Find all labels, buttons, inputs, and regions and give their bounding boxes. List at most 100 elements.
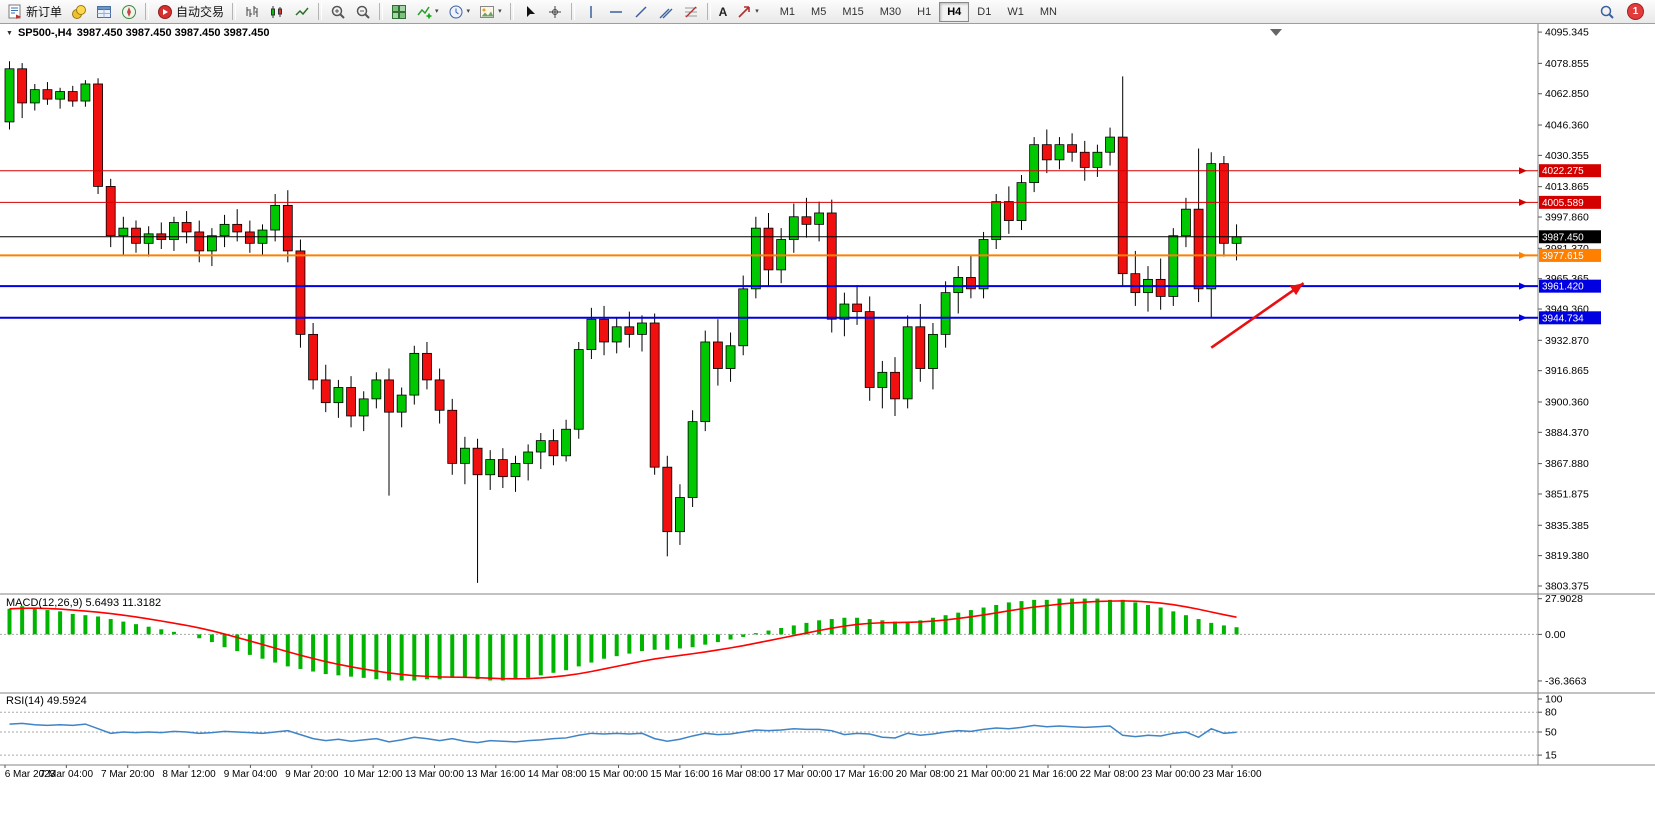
svg-text:7 Mar 20:00: 7 Mar 20:00 <box>101 769 155 780</box>
clock-icon <box>449 5 463 18</box>
tile-windows-button[interactable] <box>387 1 411 22</box>
dropdown-caret-icon: ▾ <box>498 8 502 15</box>
new-order-icon <box>8 4 21 19</box>
timeframe-h4-button[interactable]: H4 <box>939 1 970 22</box>
toolbar-separator <box>570 3 575 20</box>
vertical-line-icon <box>589 5 592 18</box>
toolbar-separator <box>318 3 323 20</box>
auto-trading-label: 自动交易 <box>176 5 225 19</box>
svg-text:0.00: 0.00 <box>1545 629 1566 641</box>
new-order-button[interactable]: 新订单 <box>3 1 66 22</box>
svg-text:4022.275: 4022.275 <box>1542 166 1584 177</box>
macd-pane <box>0 598 1538 681</box>
svg-text:3867.880: 3867.880 <box>1545 458 1589 470</box>
timeframe-d1-button[interactable]: D1 <box>969 2 999 22</box>
annotations <box>1210 29 1305 349</box>
svg-text:23 Mar 00:00: 23 Mar 00:00 <box>1141 769 1200 780</box>
indicators-icon <box>417 6 432 18</box>
candlestick-mode-button[interactable] <box>265 1 289 22</box>
timeframe-m5-button[interactable]: M5 <box>803 2 834 22</box>
market-watch-button[interactable] <box>67 1 91 22</box>
svg-text:8 Mar 12:00: 8 Mar 12:00 <box>162 769 216 780</box>
search-icon <box>1600 5 1614 19</box>
periods-dropdown-button[interactable]: ▾ <box>444 1 475 22</box>
svg-text:80: 80 <box>1545 707 1557 719</box>
line-chart-icon <box>295 7 309 16</box>
notification-badge[interactable]: 1 <box>1627 3 1644 20</box>
crosshair-tool-button[interactable] <box>543 1 567 22</box>
arrows-tool-dropdown-button[interactable]: ▾ <box>732 1 763 22</box>
svg-text:4062.850: 4062.850 <box>1545 88 1589 100</box>
zoom-out-icon <box>356 5 370 19</box>
cursor-tool-button[interactable] <box>518 1 542 22</box>
timeframe-toolbar: M1 M5 M15 M30 H1 H4 D1 W1 MN <box>772 1 1065 22</box>
zoom-in-icon <box>331 5 345 19</box>
toolbar-separator <box>232 3 237 20</box>
svg-text:4005.589: 4005.589 <box>1542 198 1584 209</box>
candles-layer <box>4 61 1242 583</box>
toolbar-right-group: 1 <box>1595 1 1652 22</box>
templates-dropdown-button[interactable]: ▾ <box>475 1 506 22</box>
chart-title: ▼ SP500-,H4 3987.450 3987.450 3987.450 3… <box>6 27 269 39</box>
auto-trading-icon <box>158 4 173 19</box>
horizontal-line-tool-button[interactable] <box>604 1 628 22</box>
zoom-in-button[interactable] <box>326 1 350 22</box>
svg-text:14 Mar 08:00: 14 Mar 08:00 <box>528 769 587 780</box>
svg-text:21 Mar 00:00: 21 Mar 00:00 <box>957 769 1016 780</box>
trendline-tool-button[interactable] <box>629 1 653 22</box>
line-chart-mode-button[interactable] <box>290 1 314 22</box>
main-toolbar: 新订单 自动交易 <box>0 0 1655 24</box>
svg-text:3977.615: 3977.615 <box>1542 251 1584 262</box>
svg-text:13 Mar 16:00: 13 Mar 16:00 <box>466 769 525 780</box>
svg-text:9 Mar 04:00: 9 Mar 04:00 <box>224 769 278 780</box>
text-tool-icon: A <box>718 4 728 19</box>
svg-text:4078.855: 4078.855 <box>1545 58 1589 70</box>
candlestick-chart-icon <box>271 5 283 18</box>
price-axis-tags: 4022.275 4005.589 3987.450 3977.615 3961.420… <box>1539 164 1601 325</box>
text-tool-button[interactable]: A <box>715 1 732 22</box>
toolbar-separator <box>509 3 514 20</box>
channel-tool-button[interactable] <box>654 1 678 22</box>
chart-canvas[interactable]: 4095.345 4078.855 4062.850 4046.360 4030.355… <box>0 24 1655 827</box>
timeframe-m15-button[interactable]: M15 <box>834 2 871 22</box>
navigator-button[interactable] <box>117 1 141 22</box>
timeframe-m1-button[interactable]: M1 <box>772 2 803 22</box>
svg-text:17 Mar 16:00: 17 Mar 16:00 <box>834 769 893 780</box>
indicators-dropdown-button[interactable]: ▾ <box>412 1 443 22</box>
auto-trading-button[interactable]: 自动交易 <box>153 1 228 22</box>
timeframe-w1-button[interactable]: W1 <box>999 2 1032 22</box>
data-window-icon <box>97 5 112 18</box>
timeframe-mn-button[interactable]: MN <box>1032 2 1065 22</box>
svg-text:27.9028: 27.9028 <box>1545 593 1583 605</box>
fibonacci-icon <box>684 6 697 17</box>
collapse-triangle-icon[interactable]: ▼ <box>6 29 13 37</box>
svg-text:3961.420: 3961.420 <box>1542 282 1584 293</box>
vertical-line-tool-button[interactable] <box>579 1 603 22</box>
svg-text:17 Mar 00:00: 17 Mar 00:00 <box>773 769 832 780</box>
price-axis[interactable]: 4095.345 4078.855 4062.850 4046.360 4030.355… <box>1538 27 1589 762</box>
chart-ohlc-values: 3987.450 3987.450 3987.450 3987.450 <box>76 27 270 39</box>
data-window-button[interactable] <box>92 1 116 22</box>
svg-text:3932.870: 3932.870 <box>1545 335 1589 347</box>
zoom-out-button[interactable] <box>351 1 375 22</box>
pane-separators <box>0 24 1655 766</box>
bar-chart-icon <box>246 5 258 17</box>
dropdown-caret-icon: ▾ <box>755 8 759 15</box>
svg-text:3851.875: 3851.875 <box>1545 488 1589 500</box>
crosshair-icon <box>548 5 561 18</box>
fibonacci-tool-button[interactable] <box>679 1 703 22</box>
svg-text:100: 100 <box>1545 694 1563 706</box>
svg-text:3835.385: 3835.385 <box>1545 520 1589 532</box>
timeframe-h1-button[interactable]: H1 <box>909 2 939 22</box>
search-button[interactable] <box>1595 1 1619 22</box>
svg-text:3803.375: 3803.375 <box>1545 580 1589 592</box>
dropdown-caret-icon: ▾ <box>435 8 439 15</box>
svg-text:22 Mar 08:00: 22 Mar 08:00 <box>1080 769 1139 780</box>
channel-icon <box>659 8 673 18</box>
timeframe-m30-button[interactable]: M30 <box>872 2 909 22</box>
bar-chart-mode-button[interactable] <box>240 1 264 22</box>
svg-text:3997.860: 3997.860 <box>1545 212 1589 224</box>
navigator-icon <box>122 4 137 19</box>
